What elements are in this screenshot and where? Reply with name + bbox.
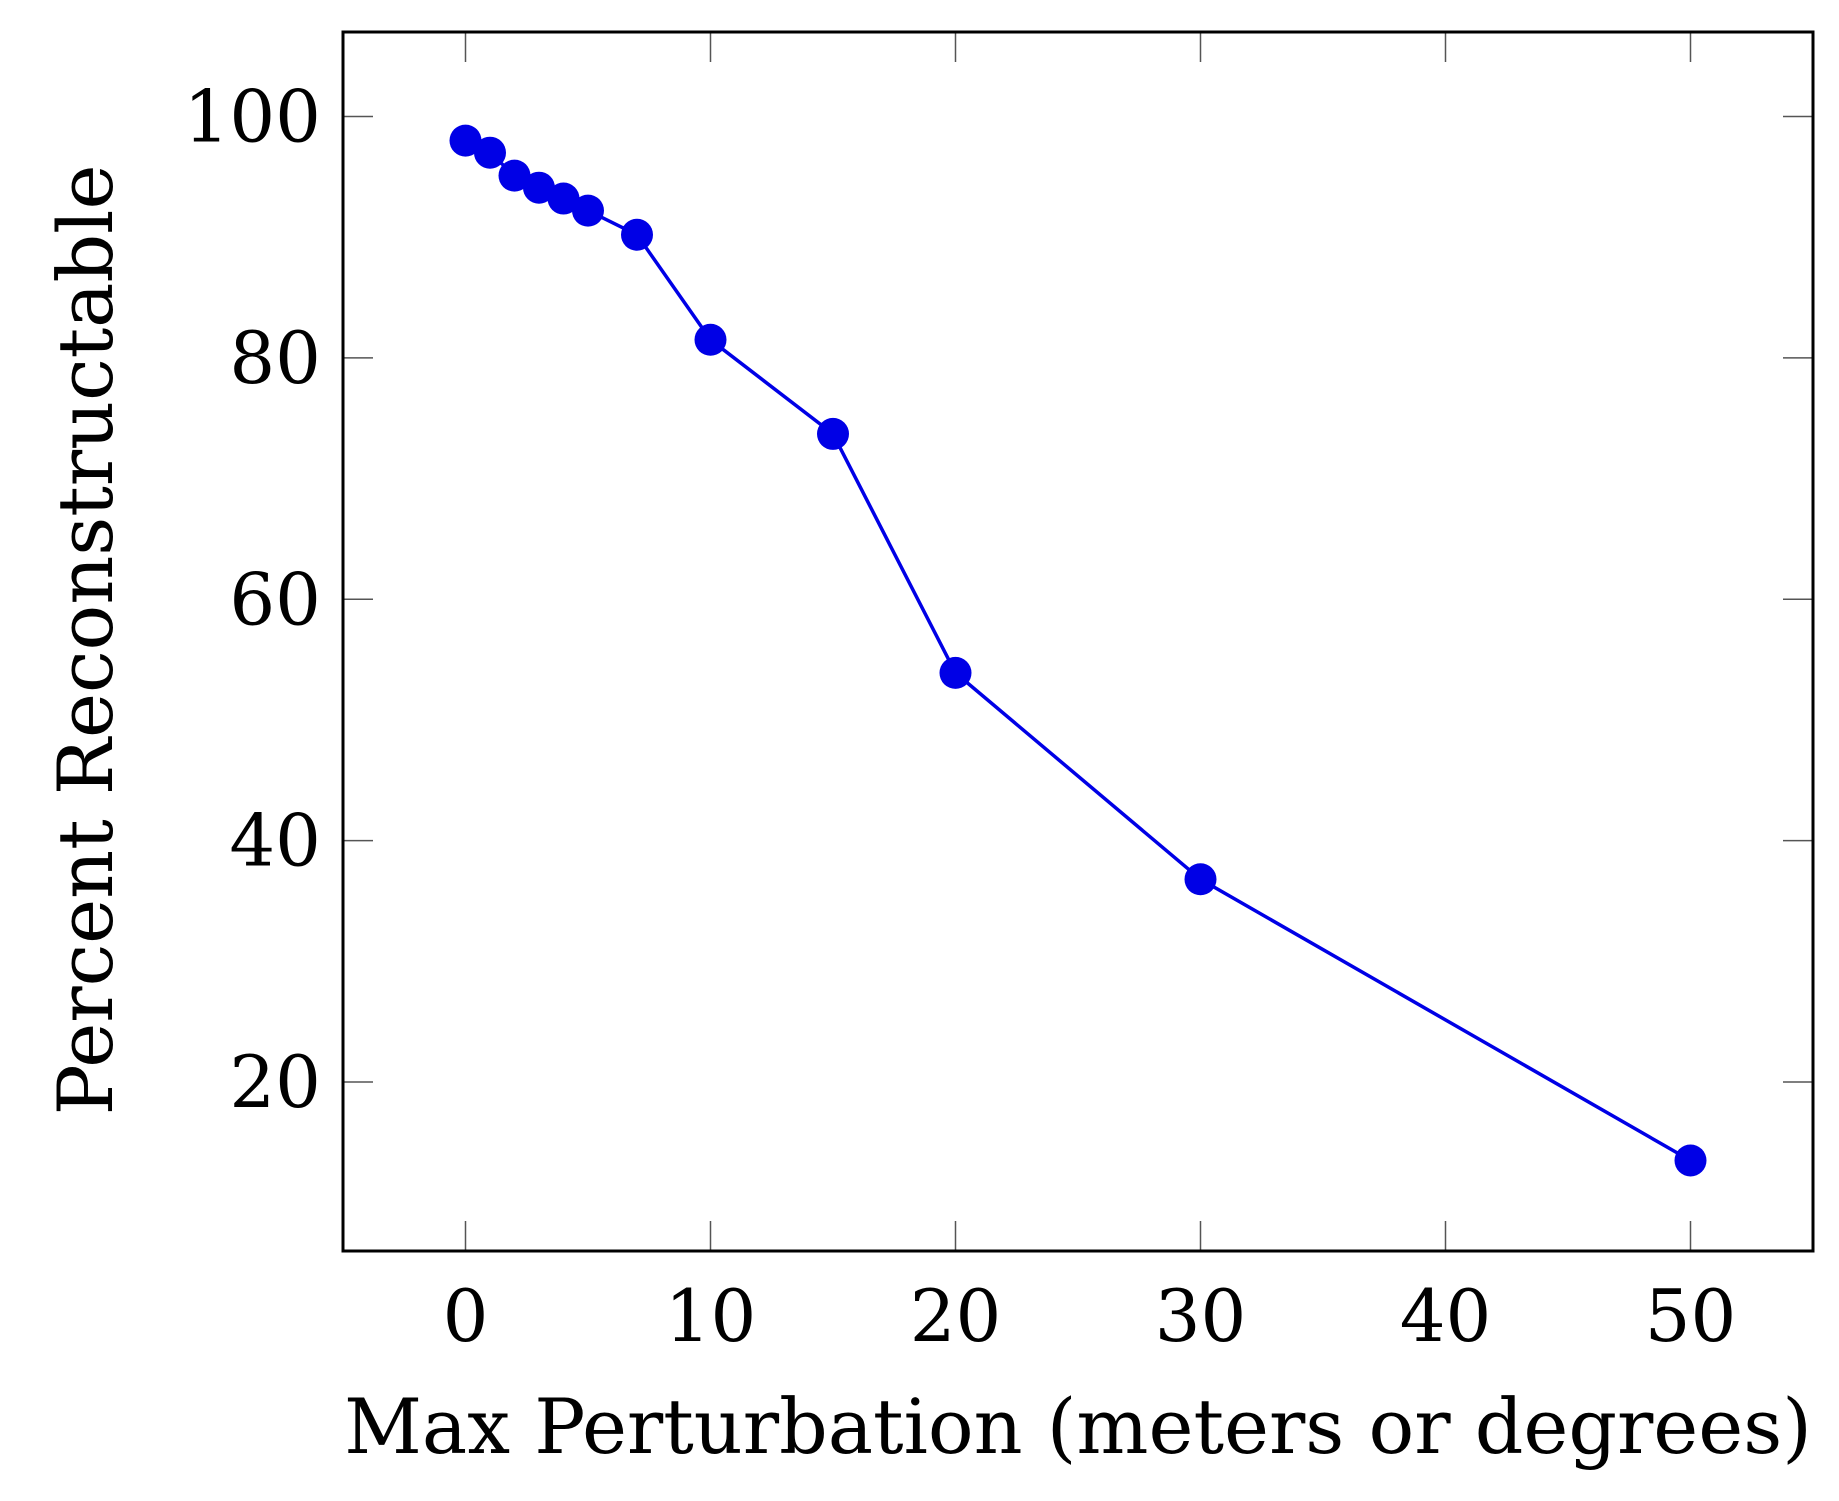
data-point — [523, 171, 555, 204]
series-layer — [449, 124, 1707, 1177]
y-tick-label: 60 — [229, 557, 321, 641]
y-tick-label: 80 — [229, 316, 321, 400]
data-point — [449, 124, 482, 157]
data-point — [547, 182, 580, 215]
data-point — [498, 159, 531, 192]
x-axis-title: Max Perturbation (meters or degrees) — [344, 1382, 1812, 1471]
plot-frame — [341, 30, 1815, 1253]
x-tick-label: 10 — [665, 1274, 757, 1358]
data-point — [939, 656, 972, 689]
data-point — [1184, 863, 1217, 896]
x-tick-label: 0 — [443, 1274, 489, 1358]
x-tick-label: 20 — [910, 1274, 1002, 1358]
ticks-layer — [343, 32, 1813, 1251]
y-axis-title: Percent Reconstructable — [41, 165, 130, 1116]
y-tick-label: 40 — [229, 799, 321, 883]
data-point — [817, 417, 849, 450]
data-point — [474, 136, 506, 169]
x-tick-label: 40 — [1400, 1274, 1492, 1358]
labels-layer: 0 10 20 30 40 50 20 40 60 80 100 — [184, 74, 1737, 1358]
data-point — [621, 218, 653, 251]
data-point — [694, 323, 727, 356]
x-tick-label: 50 — [1645, 1274, 1737, 1358]
y-tick-label: 100 — [184, 74, 321, 158]
data-point — [572, 194, 604, 227]
y-tick-label: 20 — [229, 1040, 321, 1124]
data-point — [1674, 1144, 1707, 1177]
x-tick-label: 30 — [1155, 1274, 1247, 1358]
